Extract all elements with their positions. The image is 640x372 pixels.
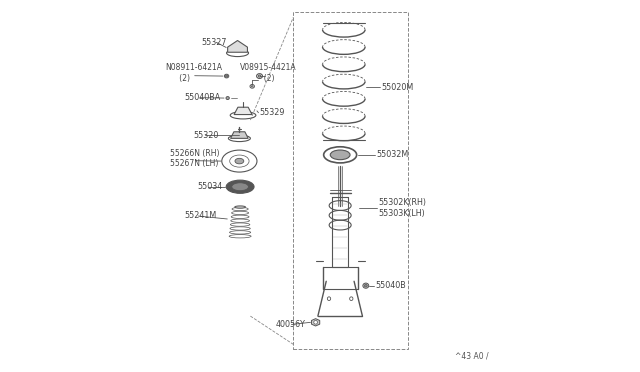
Ellipse shape [328, 297, 331, 301]
Ellipse shape [257, 74, 262, 78]
Text: 55302K(RH)
55303K(LH): 55302K(RH) 55303K(LH) [378, 198, 426, 218]
Ellipse shape [229, 235, 251, 238]
Ellipse shape [232, 211, 248, 215]
Ellipse shape [231, 215, 249, 218]
Ellipse shape [330, 150, 350, 160]
Text: 55241M: 55241M [184, 211, 217, 220]
Ellipse shape [235, 158, 244, 164]
Ellipse shape [235, 206, 246, 208]
Text: 55040BA: 55040BA [184, 93, 221, 102]
Ellipse shape [259, 75, 261, 77]
Text: 55020M: 55020M [381, 83, 414, 92]
Ellipse shape [349, 297, 353, 301]
Ellipse shape [226, 180, 254, 193]
Ellipse shape [364, 284, 367, 287]
Ellipse shape [230, 112, 256, 119]
Bar [292, 12, 408, 349]
Ellipse shape [252, 86, 253, 87]
Text: 55266N (RH)
55267N (LH): 55266N (RH) 55267N (LH) [170, 149, 220, 168]
Text: 55034: 55034 [197, 182, 223, 191]
Ellipse shape [222, 150, 257, 172]
Text: V08915-4421A
          (2): V08915-4421A (2) [240, 64, 297, 83]
Ellipse shape [226, 97, 229, 100]
Text: 55032M: 55032M [376, 150, 408, 159]
Ellipse shape [363, 283, 369, 288]
Ellipse shape [231, 219, 250, 222]
Ellipse shape [250, 84, 255, 88]
Ellipse shape [225, 74, 228, 78]
Text: 55040B: 55040B [375, 281, 406, 290]
Text: ^43 A0 /: ^43 A0 / [455, 351, 488, 360]
PathPatch shape [234, 107, 252, 115]
Ellipse shape [225, 75, 228, 77]
Text: 55329: 55329 [260, 108, 285, 117]
PathPatch shape [230, 132, 248, 138]
Ellipse shape [232, 183, 248, 191]
Text: N08911-6421A
      (2): N08911-6421A (2) [165, 64, 222, 83]
Ellipse shape [227, 49, 248, 57]
Ellipse shape [232, 207, 248, 211]
Text: 55320: 55320 [193, 131, 219, 140]
Text: 55327: 55327 [201, 38, 227, 47]
Ellipse shape [230, 223, 250, 226]
PathPatch shape [228, 41, 248, 52]
Ellipse shape [230, 227, 250, 230]
Polygon shape [312, 319, 320, 326]
Ellipse shape [230, 231, 251, 234]
Ellipse shape [228, 135, 250, 142]
Text: 40056Y: 40056Y [276, 320, 306, 329]
Circle shape [314, 321, 317, 324]
